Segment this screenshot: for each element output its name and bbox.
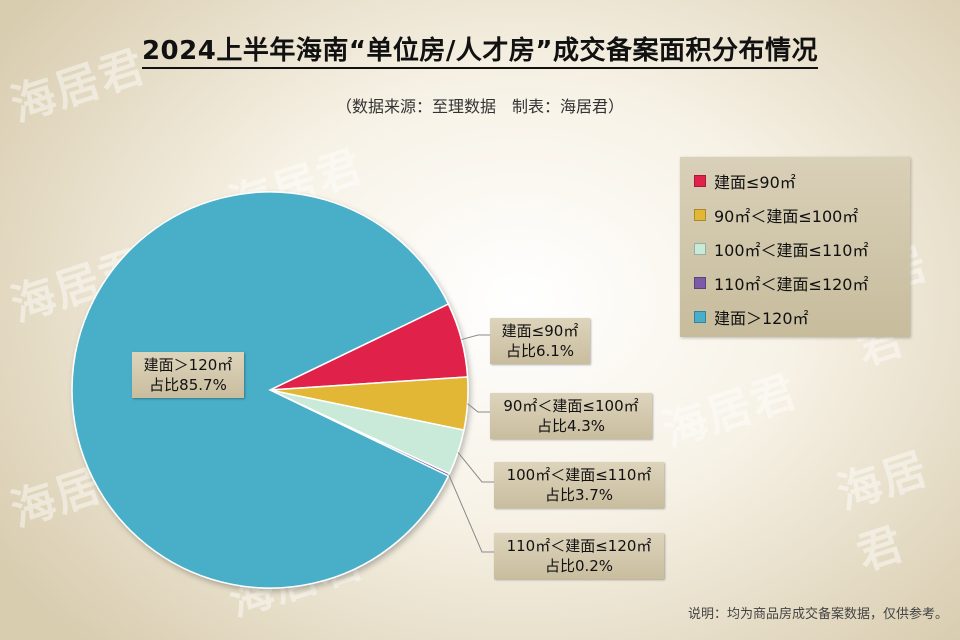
data-label: 90㎡＜建面≤100㎡ 占比4.3% xyxy=(490,393,652,439)
legend-label: 建面≤90㎡ xyxy=(714,173,796,192)
legend-swatch xyxy=(694,243,706,255)
data-label-category: 110㎡＜建面≤120㎡ xyxy=(506,537,652,555)
pie-slice xyxy=(71,191,450,589)
footnote: 说明：均为商品房成交备案数据，仅供参考。 xyxy=(687,607,948,622)
legend-swatch xyxy=(694,209,706,221)
leader-line xyxy=(457,452,494,483)
legend-item: 建面＞120㎡ xyxy=(694,305,809,329)
legend-label: 建面＞120㎡ xyxy=(714,309,809,328)
legend-swatch xyxy=(694,311,706,323)
data-label: 建面≤90㎡ 占比6.1% xyxy=(490,318,590,364)
data-label-category: 90㎡＜建面≤100㎡ xyxy=(503,397,639,415)
legend-item: 100㎡＜建面≤110㎡ xyxy=(694,237,869,261)
legend-item: 110㎡＜建面≤120㎡ xyxy=(694,271,869,295)
data-label-value: 占比3.7% xyxy=(544,486,614,504)
data-label: 100㎡＜建面≤110㎡ 占比3.7% xyxy=(494,462,664,508)
data-label-category: 建面≤90㎡ xyxy=(501,322,579,340)
chart-title: 2024上半年海南“单位房/人才房”成交备案面积分布情况 xyxy=(0,30,960,69)
legend-label: 110㎡＜建面≤120㎡ xyxy=(714,275,869,294)
chart-legend: 建面≤90㎡ 90㎡＜建面≤100㎡ 100㎡＜建面≤110㎡ 110㎡＜建面≤… xyxy=(680,157,910,337)
data-label-value: 占比4.3% xyxy=(536,417,606,435)
data-label: 建面＞120㎡ 占比85.7% xyxy=(132,352,244,398)
legend-label: 90㎡＜建面≤100㎡ xyxy=(714,207,859,226)
legend-item: 90㎡＜建面≤100㎡ xyxy=(694,203,858,227)
legend-item: 建面≤90㎡ xyxy=(694,169,796,193)
leader-line xyxy=(467,403,490,413)
legend-label: 100㎡＜建面≤110㎡ xyxy=(714,241,869,260)
data-label: 110㎡＜建面≤120㎡ 占比0.2% xyxy=(494,533,664,579)
leader-line xyxy=(461,334,490,341)
data-label-category: 100㎡＜建面≤110㎡ xyxy=(506,466,652,484)
data-label-value: 占比85.7% xyxy=(149,376,227,394)
data-label-value: 占比6.1% xyxy=(505,342,575,360)
data-label-category: 建面＞120㎡ xyxy=(143,356,233,374)
legend-swatch xyxy=(694,175,706,187)
data-label-value: 占比0.2% xyxy=(544,557,614,575)
legend-swatch xyxy=(694,277,706,289)
chart-subtitle: （数据来源：至理数据 制表：海居君） xyxy=(335,97,624,116)
leader-line xyxy=(448,474,494,553)
